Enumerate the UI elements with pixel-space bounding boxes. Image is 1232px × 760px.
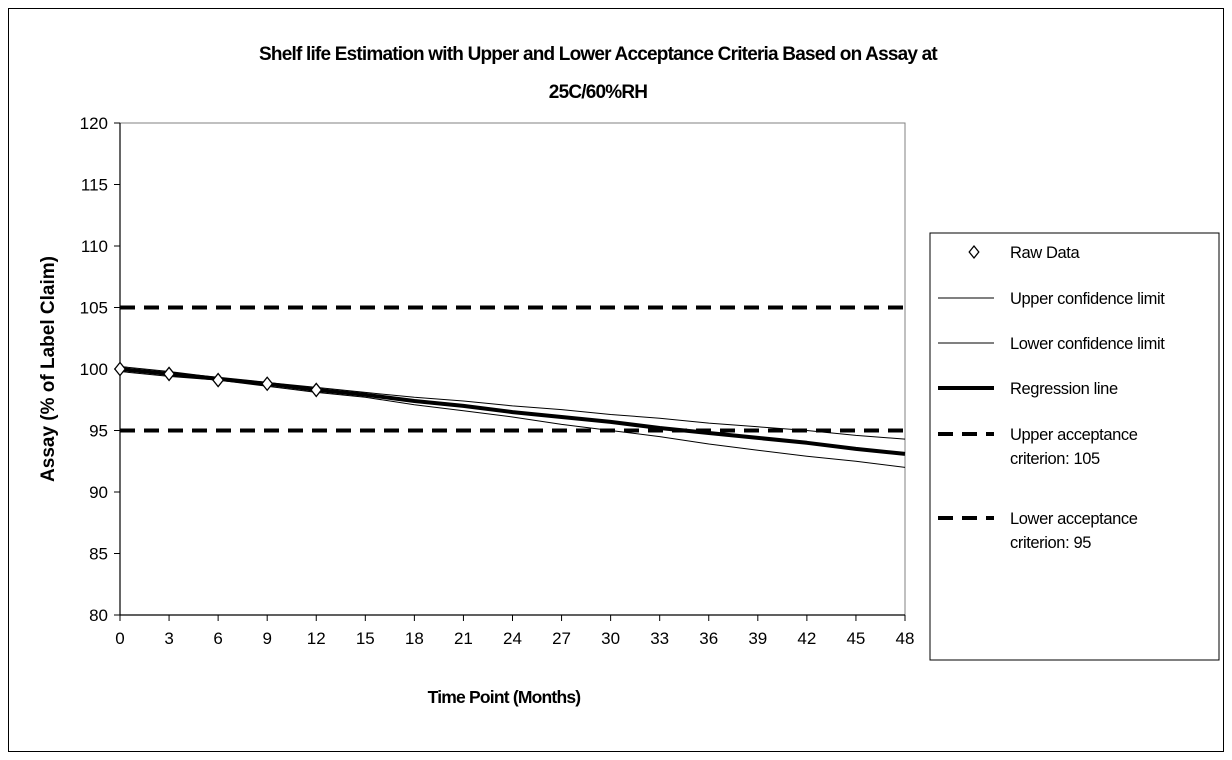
legend-label: criterion: 95 [1010,534,1091,552]
x-tick-label: 33 [650,629,669,648]
x-tick-label: 0 [115,629,124,648]
x-tick-label: 12 [307,629,326,648]
raw-data-point [113,361,127,377]
y-tick-label: 95 [89,422,108,441]
y-axis: 80 85 90 95 100 105 110 115 120 [80,114,121,625]
y-tick-label: 85 [89,545,108,564]
legend-raw-data-marker [968,244,980,260]
legend [929,232,1220,661]
raw-data-point [261,376,274,392]
x-tick-label: 48 [896,629,915,648]
y-axis-title: Assay (% of Label Claim) [38,256,59,482]
chart-title-line-2: 25C/60%RH [549,82,647,103]
plot-area [119,122,906,616]
legend-entries: Raw Data Upper confidence limit Lower conf… [938,244,1166,552]
chart-title-line-1: Shelf life Estimation with Upper and Low… [259,44,938,65]
x-tick-label: 39 [748,629,767,648]
x-tick-label: 30 [601,629,620,648]
chart-title: Shelf life Estimation with Upper and Low… [259,44,939,103]
legend-label: Regression line [1010,380,1118,398]
legend-label: Lower confidence limit [1010,335,1165,353]
y-tick-label: 100 [80,360,108,379]
y-tick-label: 80 [89,606,108,625]
x-tick-label: 15 [356,629,375,648]
series-layer [113,305,906,468]
x-tick-label: 3 [164,629,173,648]
upper-confidence-limit-line [119,366,906,440]
x-tick-label: 42 [797,629,816,648]
legend-label: Raw Data [1010,244,1080,262]
lower-confidence-limit-line [119,371,906,468]
y-tick-label: 105 [80,299,108,318]
y-tick-label: 110 [81,237,108,256]
y-tick-label: 120 [80,114,108,133]
legend-label: Upper acceptance [1010,426,1138,444]
legend-label: Lower acceptance [1010,510,1138,528]
x-tick-label: 6 [213,629,222,648]
x-tick-label: 18 [405,629,424,648]
y-tick-label: 115 [81,176,108,195]
x-tick-label: 36 [699,629,718,648]
legend-label: Upper confidence limit [1010,290,1165,308]
x-tick-label: 45 [846,629,865,648]
x-tick-label: 21 [454,629,473,648]
x-axis-title: Time Point (Months) [428,687,581,707]
regression-line-line [119,367,906,456]
raw-data-point [212,372,225,388]
legend-label: criterion: 105 [1010,450,1100,468]
y-tick-label: 90 [89,483,108,502]
x-tick-label: 27 [552,629,571,648]
raw-data-point [310,382,323,398]
x-tick-label: 9 [262,629,271,648]
raw-data-point [163,366,176,382]
x-axis: 0 3 6 9 12 15 18 21 24 27 30 33 36 39 42 45 48 [115,614,915,648]
x-tick-label: 24 [503,629,522,648]
